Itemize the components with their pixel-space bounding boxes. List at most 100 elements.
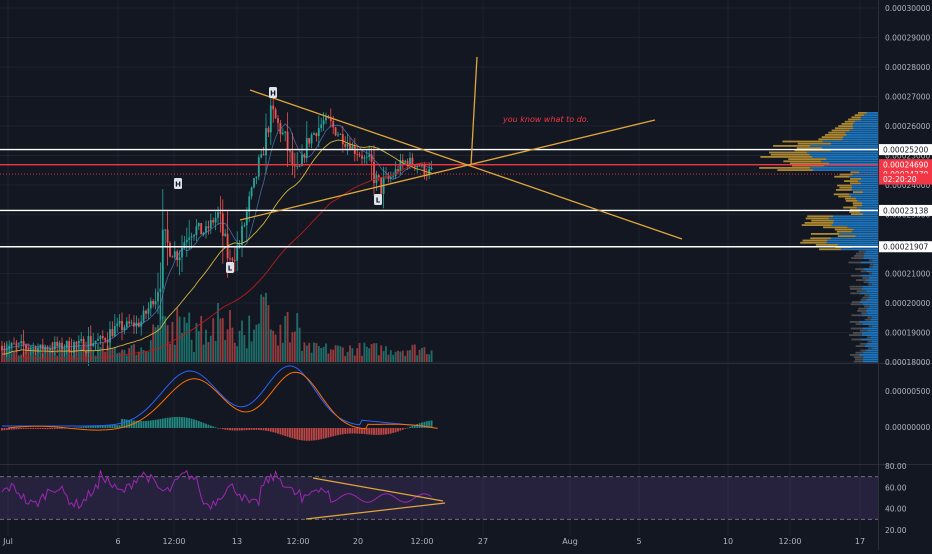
vp-down bbox=[837, 235, 856, 237]
macd-hist bbox=[27, 428, 30, 429]
macd-hist bbox=[265, 428, 267, 431]
ma-fast bbox=[1, 123, 432, 351]
volume-bar bbox=[322, 346, 325, 362]
candle-body bbox=[63, 347, 66, 350]
vp-up bbox=[852, 173, 878, 176]
macd-hist bbox=[51, 428, 54, 430]
macd-hist bbox=[214, 427, 217, 428]
volume-bar bbox=[238, 330, 241, 362]
volume-bar bbox=[411, 344, 414, 362]
macd-hist bbox=[145, 420, 147, 428]
volume-bar bbox=[92, 349, 95, 362]
time-axis[interactable]: Jul 6 12:00 13 12:00 20 12:00 27 Aug 5 10 12:00 17 bbox=[2, 537, 865, 546]
horizontal-levels[interactable] bbox=[0, 148, 878, 248]
macd-hist bbox=[394, 428, 397, 433]
price-tick-label: 0.00028000 bbox=[885, 63, 931, 72]
macd-hist bbox=[15, 428, 18, 430]
macd-hist bbox=[92, 425, 95, 428]
candle-body bbox=[37, 347, 39, 352]
macd-hist bbox=[181, 417, 183, 428]
candle-body bbox=[99, 336, 102, 339]
vp-down bbox=[864, 294, 870, 297]
vp-up bbox=[839, 233, 878, 235]
vp-up bbox=[847, 226, 878, 229]
candle-body bbox=[94, 340, 97, 344]
volume-bar bbox=[353, 355, 356, 362]
candle-body bbox=[214, 217, 217, 223]
macd-hist bbox=[173, 416, 176, 428]
rsi-panel bbox=[0, 469, 878, 520]
macd-hist bbox=[236, 428, 239, 431]
vp-down bbox=[856, 290, 867, 292]
vp-down bbox=[791, 164, 825, 167]
macd-hist bbox=[188, 418, 191, 428]
vp-up bbox=[860, 261, 878, 264]
macd-hist bbox=[161, 418, 164, 428]
price-axis[interactable]: 0.00030000 0.00029000 0.00028000 0.00027000… bbox=[879, 4, 932, 535]
macd-hist bbox=[356, 428, 359, 434]
volume-bar bbox=[404, 355, 407, 362]
volume-bar bbox=[97, 343, 99, 362]
trendlines[interactable] bbox=[239, 56, 683, 240]
candles[interactable] bbox=[1, 92, 433, 366]
volume-bar bbox=[349, 345, 351, 362]
macd-hist bbox=[291, 428, 294, 439]
vp-down bbox=[867, 340, 872, 343]
volume-bar bbox=[85, 352, 87, 362]
volume-bar bbox=[171, 321, 174, 362]
macd-hist bbox=[37, 428, 39, 429]
vp-up bbox=[826, 241, 878, 244]
ma-yellow bbox=[1, 139, 432, 355]
candle-body bbox=[291, 151, 294, 166]
price-label-box bbox=[879, 241, 932, 253]
time-tick-label: 27 bbox=[478, 537, 488, 546]
vp-up bbox=[861, 202, 878, 204]
macd-hist bbox=[255, 428, 258, 430]
hl-marker-label: H bbox=[270, 90, 276, 98]
volume-bar bbox=[260, 294, 263, 362]
vp-up bbox=[842, 138, 878, 141]
volume-bar bbox=[293, 331, 296, 362]
macd-hist bbox=[351, 428, 354, 434]
volume-bar bbox=[209, 335, 212, 362]
macd-hist bbox=[75, 427, 78, 429]
volume-bar bbox=[159, 305, 162, 362]
vp-up bbox=[868, 281, 878, 284]
time-tick-label: 20 bbox=[353, 537, 363, 546]
vp-down bbox=[804, 222, 834, 224]
volume-bar bbox=[13, 351, 15, 362]
vp-up bbox=[853, 123, 878, 125]
volume-bar bbox=[1, 347, 3, 362]
hl-marker-box bbox=[374, 194, 382, 205]
vp-down bbox=[869, 259, 873, 262]
volume-bar bbox=[116, 353, 119, 362]
candle-body bbox=[334, 127, 337, 136]
volume-bar bbox=[334, 345, 337, 362]
volume-bar bbox=[296, 313, 299, 362]
vp-up bbox=[862, 358, 878, 361]
macd-hist bbox=[125, 419, 128, 428]
macd-hist bbox=[399, 428, 402, 431]
vp-down bbox=[858, 112, 867, 114]
volume-bar bbox=[217, 303, 219, 362]
candle-body bbox=[183, 242, 186, 249]
candle-body bbox=[248, 196, 251, 212]
macd-hist bbox=[430, 420, 433, 428]
candle-body bbox=[82, 338, 85, 351]
volume-bar bbox=[39, 345, 42, 362]
vp-up bbox=[809, 153, 878, 156]
macd-hist bbox=[382, 428, 385, 435]
macd-hist bbox=[205, 423, 207, 428]
candle-body bbox=[320, 124, 323, 129]
candle-body bbox=[298, 166, 301, 167]
time-tick-label: 6 bbox=[115, 537, 120, 546]
volume-bar bbox=[310, 352, 313, 362]
macd-hist bbox=[166, 417, 169, 428]
vp-down bbox=[850, 288, 862, 290]
vp-up bbox=[821, 147, 878, 149]
vp-down bbox=[823, 226, 848, 229]
hl-marker-label: L bbox=[376, 197, 381, 205]
vp-down bbox=[839, 186, 853, 189]
